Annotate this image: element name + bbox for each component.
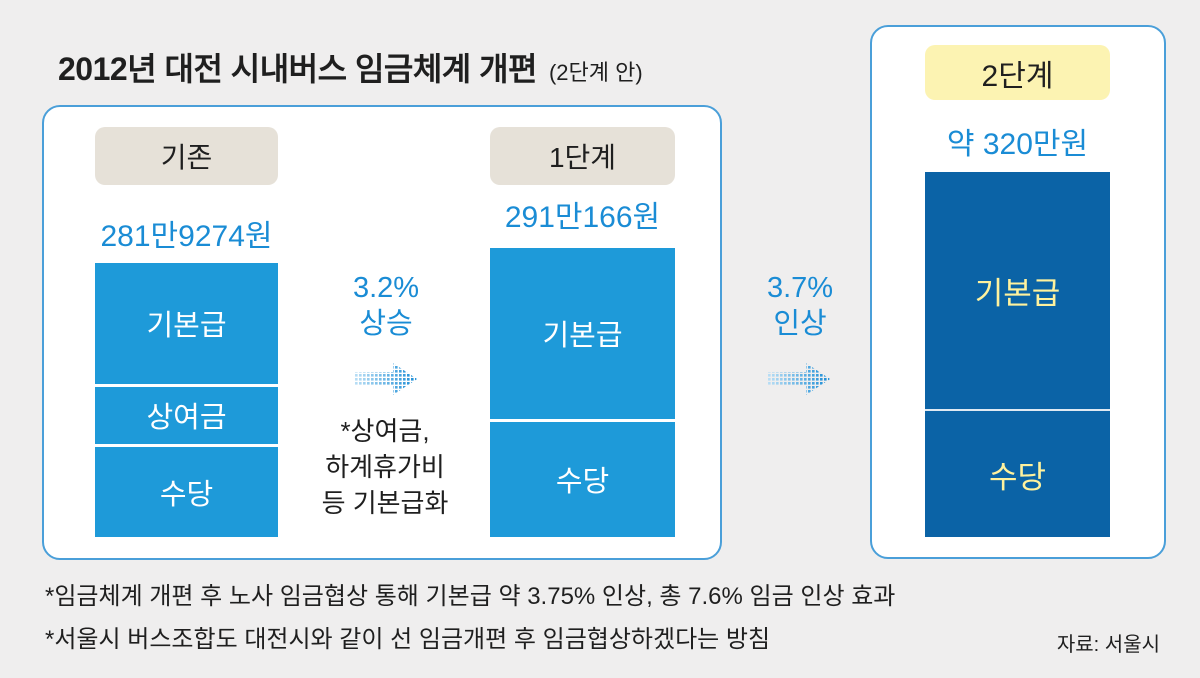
stage-label-existing: 기존 [95,127,278,185]
segment-label: 상여금 [146,402,227,435]
total-label-stage2: 약 320만원 [946,128,1089,161]
chart-title: 2012년 대전 시내버스 임금체계 개편 [58,51,537,87]
stage-label-stage1: 1단계 [490,127,675,185]
rate-verb: 상승 [359,308,413,340]
bar-segment-base-pay: 기본급 [925,172,1110,410]
rate-value: 3.2% [352,272,420,304]
bar-segment-allowance: 수당 [925,409,1110,537]
title-row: 2012년 대전 시내버스 임금체계 개편 (2단계 안) [58,44,643,90]
dotted-arrow-right-icon [768,362,830,396]
chart-subtitle: (2단계 안) [548,60,643,85]
dotted-arrow-right-icon [355,362,417,396]
footnote: *임금체계 개편 후 노사 임금협상 통해 기본급 약 3.75% 인상, 총 … [45,583,896,610]
rate-value: 3.7% [766,272,834,304]
bar-segment-base-pay: 기본급 [95,263,278,384]
note-line: *상여금, [340,416,430,446]
note-line: 하계휴가비 [325,452,445,482]
transition-rate-2: 3.7% 인상 [740,270,860,342]
bar-segment-allowance: 수당 [95,443,278,537]
rate-verb: 인상 [773,308,827,340]
bar-segment-bonus: 상여금 [95,383,278,444]
transition-rate-1: 3.2% 상승 [326,270,446,342]
total-label-existing: 281만9274원 [100,220,273,253]
segment-label: 기본급 [542,320,623,353]
stage-label-stage2: 2단계 [925,45,1110,100]
segment-label: 수당 [159,478,214,511]
total-label-stage1: 291만166원 [504,201,661,234]
bar-segment-base-pay: 기본급 [490,248,675,419]
transition-note: *상여금, 하계휴가비 등 기본급화 [290,413,480,521]
segment-label: 수당 [555,466,610,499]
segment-label: 기본급 [974,276,1061,312]
bar-segment-allowance: 수당 [490,418,675,537]
source-credit: 자료: 서울시 [1056,634,1160,656]
segment-label: 수당 [988,459,1047,495]
segment-label: 기본급 [146,310,227,343]
note-line: 등 기본급화 [321,488,449,518]
footnote: *서울시 버스조합도 대전시와 같이 선 임금개편 후 임금협상하겠다는 방침 [45,626,771,653]
